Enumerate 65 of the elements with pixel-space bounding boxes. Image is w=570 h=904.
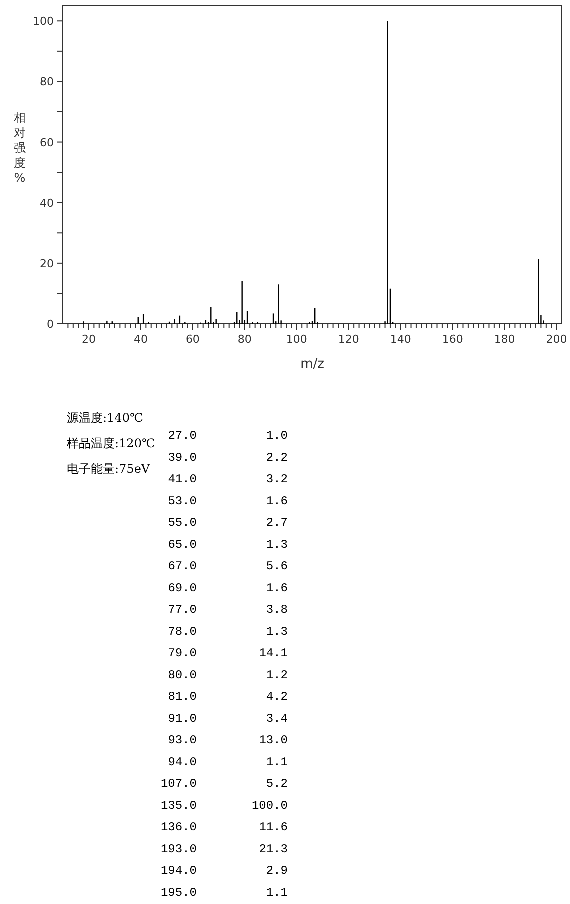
text: 100.0 (252, 798, 288, 813)
text: 13.0 (259, 734, 288, 748)
y-tick-label: 80 (40, 76, 54, 89)
x-tick-label: 140 (390, 333, 412, 346)
text: 67.0 (168, 560, 197, 574)
text: 94.0 (168, 755, 197, 770)
x-tick-label: 80 (238, 333, 252, 346)
text: 78.0 (168, 624, 197, 639)
text: 5.2 (266, 777, 288, 792)
text: 1.3 (266, 624, 288, 639)
text: 11.6 (259, 820, 288, 835)
text: 1.0 (266, 429, 288, 443)
text: 80.0 (168, 668, 197, 682)
text: 55.0 (168, 516, 197, 530)
x-tick-label: 20 (82, 333, 96, 346)
text: 1.3 (266, 538, 288, 552)
text: 93.0 (168, 734, 197, 748)
text: 4.2 (266, 690, 288, 704)
y-axis-title: 相对强度% (14, 111, 26, 185)
text: 2.7 (266, 516, 288, 530)
text: 2.2 (266, 450, 288, 465)
x-tick-label: 160 (442, 333, 464, 346)
text: 21.3 (259, 842, 288, 856)
text: 77.0 (168, 603, 197, 618)
y-tick-label: 40 (40, 196, 54, 210)
text: 1.6 (266, 494, 288, 508)
text: 电子能量:75eV (67, 462, 150, 476)
x-tick-label: 180 (494, 333, 516, 346)
x-tick-label: 100 (286, 333, 308, 346)
text: 源温度:140℃ (67, 411, 144, 425)
x-tick-label: 200 (546, 333, 568, 346)
text: 53.0 (168, 494, 197, 508)
text: 1.1 (266, 886, 288, 900)
text: 2.9 (266, 864, 288, 878)
text: 135.0 (160, 798, 197, 813)
text: 1.2 (266, 668, 288, 682)
text: 27.0 (168, 429, 197, 443)
text: 39.0 (168, 450, 197, 465)
y-tick-label: 60 (40, 136, 54, 150)
x-axis-title: m/z (300, 357, 325, 372)
text: 81.0 (168, 690, 197, 704)
x-tick-label: 120 (338, 333, 360, 346)
text: 79.0 (168, 646, 197, 661)
text: 107.0 (160, 777, 197, 792)
text: 3.8 (266, 603, 288, 618)
text: 样品温度:120℃ (67, 436, 156, 450)
text: 91.0 (168, 712, 197, 726)
text: 194.0 (160, 864, 197, 878)
text: 69.0 (168, 581, 197, 596)
text: 14.1 (259, 646, 288, 661)
text: 3.4 (266, 712, 288, 726)
x-tick-label: 60 (186, 333, 200, 346)
text: 3.2 (266, 472, 288, 487)
y-tick-label: 100 (33, 15, 54, 28)
x-tick-label: 40 (134, 333, 148, 346)
text: 195.0 (160, 886, 197, 900)
text: 1.1 (266, 755, 288, 770)
y-tick-label: 0 (47, 318, 54, 331)
y-tick-label: 20 (40, 257, 54, 270)
text: 136.0 (160, 820, 197, 835)
text: 41.0 (168, 472, 197, 487)
text: 5.6 (266, 560, 288, 574)
text: 65.0 (168, 538, 197, 552)
text: 193.0 (160, 842, 197, 856)
text: 1.6 (266, 581, 288, 596)
